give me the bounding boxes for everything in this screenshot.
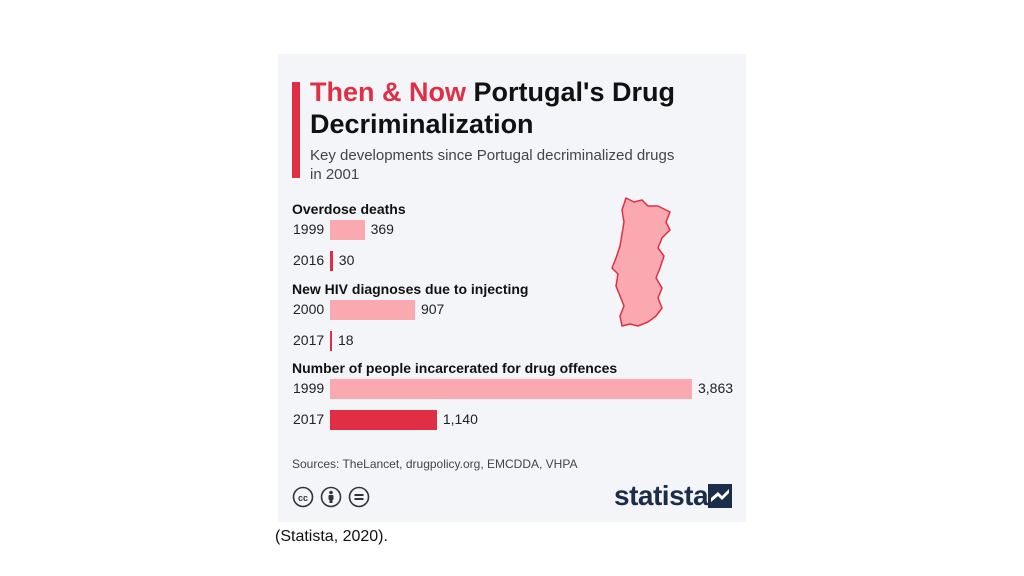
- bar: [330, 379, 692, 399]
- portugal-map-icon: [611, 197, 671, 327]
- row-year-label: 2017: [293, 411, 325, 427]
- figure-caption: (Statista, 2020).: [275, 528, 388, 545]
- bar-value-label: 907: [420, 301, 445, 317]
- section-label: Overdose deaths: [292, 201, 406, 217]
- bar: [330, 220, 365, 240]
- section-label: New HIV diagnoses due to injecting: [292, 281, 529, 297]
- bar-value-label: 3,863: [698, 380, 734, 396]
- svg-text:cc: cc: [298, 493, 308, 503]
- bar: [330, 300, 415, 320]
- bar-value-label: 369: [370, 221, 394, 237]
- title-highlight: Then & Now: [310, 77, 466, 107]
- sources-note: Sources: TheLancet, drugpolicy.org, EMCD…: [292, 457, 578, 471]
- bar-value-label: 30: [338, 252, 355, 268]
- bar: [330, 331, 332, 351]
- attribution-icon[interactable]: [320, 486, 342, 508]
- row-year-label: 1999: [293, 221, 325, 237]
- statista-logo-icon: [708, 484, 732, 508]
- page-title: Then & Now Portugal's Drug Decriminaliza…: [310, 76, 730, 140]
- bar-value-label: 1,140: [442, 411, 478, 427]
- title-rest: Portugal's Drug Decriminalization: [310, 77, 675, 139]
- bar: [330, 251, 333, 271]
- statista-brand[interactable]: statista: [614, 480, 709, 511]
- no-derivatives-icon[interactable]: [348, 486, 370, 508]
- creative-commons-icon[interactable]: cc: [292, 486, 314, 508]
- bar-value-label: 18: [338, 332, 354, 348]
- infographic-card: Then & Now Portugal's Drug Decriminaliza…: [278, 54, 746, 522]
- row-year-label: 2017: [293, 332, 325, 348]
- row-year-label: 2016: [293, 252, 325, 268]
- row-year-label: 2000: [293, 301, 325, 317]
- bar: [330, 410, 437, 430]
- page-subtitle: Key developments since Portugal decrimin…: [310, 147, 675, 183]
- title-accent-bar: [292, 82, 300, 178]
- row-year-label: 1999: [293, 380, 325, 396]
- section-label: Number of people incarcerated for drug o…: [292, 360, 618, 376]
